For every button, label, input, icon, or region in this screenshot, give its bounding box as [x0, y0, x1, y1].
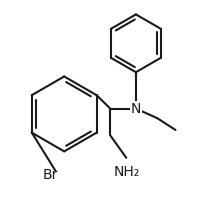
Text: NH₂: NH₂: [113, 165, 139, 179]
Text: Br: Br: [43, 168, 58, 182]
Text: N: N: [131, 101, 141, 116]
